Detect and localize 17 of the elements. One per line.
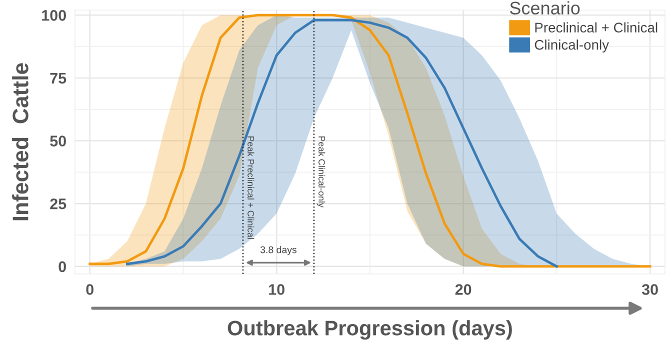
y-axis-title: Infected Cattle xyxy=(12,63,28,220)
y-tick-label: 25 xyxy=(50,198,66,210)
y-tick-label: 75 xyxy=(50,72,66,84)
ref-line-label: Peak Clinical-only xyxy=(316,136,326,208)
legend-title: Scenario xyxy=(510,1,580,14)
x-tick-label: 20 xyxy=(455,284,472,295)
x-axis-title: Outbreak Progression (days) xyxy=(228,320,512,340)
x-tick-label: 0 xyxy=(86,284,94,295)
y-tick-label: 100 xyxy=(42,10,66,21)
y-tick-label: 0 xyxy=(58,261,66,272)
x-tick-label: 30 xyxy=(642,284,658,295)
y-tick-label: 50 xyxy=(50,136,66,146)
annotation: 3.8 days xyxy=(260,246,296,256)
x-tick-label: 10 xyxy=(269,284,284,295)
legend-label: Clinical-only xyxy=(534,40,609,52)
legend-label: Preclinical + Clinical xyxy=(535,22,658,33)
ref-line-label: Peak Preclinical + Clinical xyxy=(248,136,254,239)
